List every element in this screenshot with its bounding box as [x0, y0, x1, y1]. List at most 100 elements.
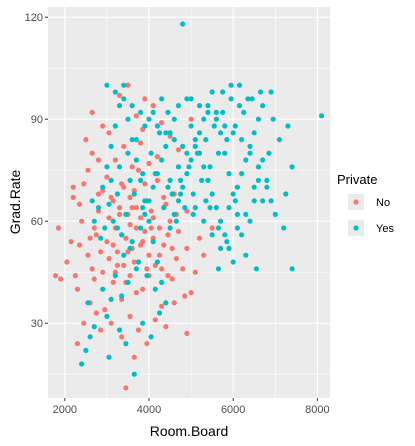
- point-yes: [289, 266, 295, 272]
- y-tick-label: 30: [31, 318, 43, 330]
- point-yes: [180, 143, 186, 149]
- point-yes: [188, 123, 194, 129]
- point-no: [74, 286, 81, 292]
- point-yes: [243, 211, 249, 217]
- point-yes: [207, 205, 213, 211]
- point-yes: [268, 198, 274, 204]
- point-yes: [232, 198, 238, 204]
- point-no: [175, 147, 182, 153]
- point-yes: [215, 225, 222, 231]
- point-yes: [146, 218, 152, 224]
- point-yes: [114, 225, 121, 231]
- point-no: [171, 300, 177, 306]
- point-yes: [110, 218, 116, 224]
- point-yes: [251, 184, 257, 190]
- point-no: [135, 327, 142, 333]
- point-no: [154, 177, 161, 183]
- point-no: [83, 137, 89, 143]
- point-no: [142, 228, 148, 234]
- point-no: [114, 262, 121, 268]
- point-yes: [171, 137, 177, 143]
- point-yes: [228, 82, 234, 88]
- point-yes: [121, 82, 127, 88]
- point-no: [133, 225, 139, 231]
- point-yes: [188, 157, 194, 163]
- point-no: [85, 167, 91, 173]
- point-no: [163, 324, 169, 330]
- point-yes: [156, 130, 163, 136]
- point-no: [52, 273, 59, 279]
- legend: Private No Yes: [337, 172, 394, 236]
- point-yes: [83, 347, 89, 353]
- point-no: [152, 317, 158, 323]
- point-yes: [133, 157, 139, 163]
- point-yes: [247, 150, 253, 156]
- point-no: [58, 276, 64, 282]
- point-yes: [194, 150, 201, 156]
- point-no: [182, 293, 188, 299]
- point-yes: [196, 103, 203, 109]
- point-yes: [222, 150, 228, 156]
- y-axis-title: Grad.Rate: [7, 169, 23, 234]
- point-no: [85, 252, 91, 258]
- point-no: [91, 276, 97, 282]
- point-yes: [163, 130, 169, 136]
- point-yes: [264, 184, 270, 190]
- point-no: [55, 225, 62, 231]
- point-yes: [239, 171, 245, 177]
- point-yes: [127, 177, 133, 183]
- point-yes: [129, 137, 135, 143]
- point-yes: [230, 130, 236, 136]
- point-yes: [285, 123, 291, 129]
- point-no: [89, 109, 95, 115]
- point-no: [135, 167, 142, 173]
- point-yes: [245, 96, 251, 102]
- point-yes: [226, 205, 232, 211]
- point-no: [98, 249, 104, 255]
- point-yes: [146, 116, 152, 122]
- point-yes: [104, 313, 110, 319]
- point-yes: [163, 143, 169, 149]
- point-no: [127, 222, 133, 228]
- point-no: [209, 225, 215, 231]
- point-yes: [127, 245, 133, 251]
- point-yes: [116, 164, 123, 170]
- point-yes: [123, 341, 129, 347]
- point-yes: [140, 205, 146, 211]
- point-yes: [154, 259, 161, 265]
- point-yes: [102, 225, 108, 231]
- point-yes: [163, 300, 169, 306]
- point-yes: [85, 300, 91, 306]
- point-yes: [251, 130, 257, 136]
- point-no: [133, 205, 139, 211]
- point-yes: [205, 109, 211, 115]
- y-tick-label: 60: [31, 216, 43, 228]
- point-yes: [226, 245, 232, 251]
- point-yes: [167, 177, 173, 183]
- y-axis-ticks: 30 60 90 120: [25, 12, 48, 330]
- point-yes: [209, 191, 215, 197]
- point-no: [81, 181, 87, 187]
- point-no: [100, 269, 106, 275]
- point-no: [184, 245, 190, 251]
- point-yes: [140, 320, 146, 326]
- point-yes: [230, 259, 236, 265]
- point-no: [156, 252, 163, 258]
- point-yes: [119, 232, 125, 238]
- point-no: [98, 327, 104, 333]
- point-yes: [186, 164, 192, 170]
- point-no: [150, 215, 156, 221]
- point-yes: [270, 116, 276, 122]
- point-yes: [182, 205, 188, 211]
- point-no: [140, 286, 146, 292]
- point-no: [76, 242, 83, 248]
- x-tick-label: 8000: [305, 404, 329, 416]
- point-yes: [131, 371, 137, 377]
- point-yes: [125, 116, 131, 122]
- point-yes: [150, 184, 156, 190]
- point-yes: [121, 96, 127, 102]
- point-no: [169, 245, 175, 251]
- point-no: [106, 215, 112, 221]
- point-yes: [177, 177, 184, 183]
- point-no: [184, 330, 190, 336]
